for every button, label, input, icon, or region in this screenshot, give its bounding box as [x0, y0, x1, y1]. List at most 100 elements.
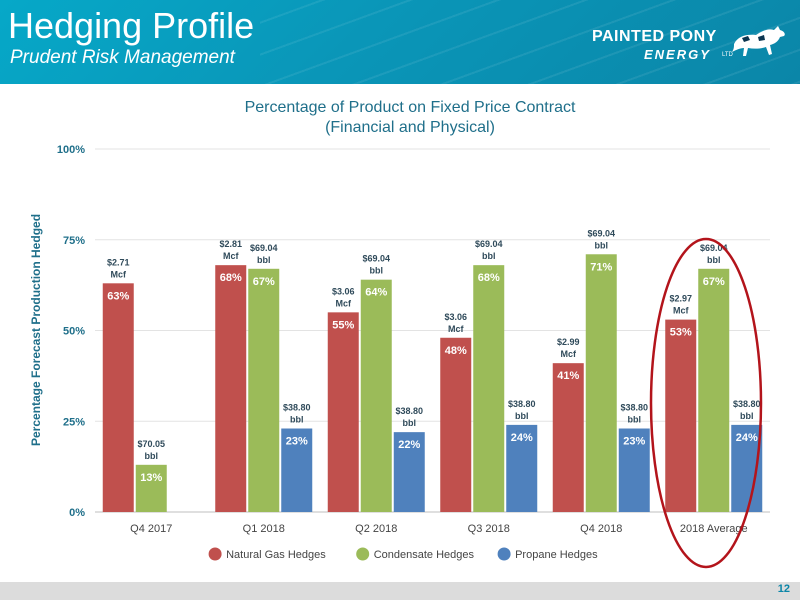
price-unit-label: bbl — [403, 418, 417, 428]
bar-value-label: 63% — [107, 290, 129, 302]
price-label: $38.80 — [508, 399, 536, 409]
legend: Natural Gas Hedges Condensate Hedges Propa… — [208, 547, 598, 561]
price-unit-label: Mcf — [673, 306, 690, 316]
x-axis-ticks: Q4 2017 Q1 2018 Q2 2018 Q3 2018 Q4 2018 2018 … — [130, 523, 747, 535]
bar-value-label: 55% — [332, 319, 354, 331]
price-label: $69.04 — [250, 243, 278, 253]
bar — [665, 319, 697, 512]
bar-value-label: 68% — [478, 272, 500, 284]
page-number: 12 — [777, 583, 790, 595]
bar — [248, 268, 280, 512]
price-unit-label: bbl — [257, 255, 271, 265]
price-label: $3.06 — [444, 312, 467, 322]
bar — [360, 279, 392, 512]
company-logo: PAINTED PONY ENERGY LTD — [592, 26, 792, 72]
price-unit-label: Mcf — [111, 269, 128, 279]
data-labels: 63% $2.71 Mcf 13% $70.05 bbl 68% $2.81 Mcf 67% $69… — [107, 228, 761, 484]
logo-text-suffix: LTD — [722, 52, 733, 58]
y-axis-ticks: 0% 25% 50% 75% 100% — [57, 144, 85, 519]
logo-text-line2: ENERGY — [644, 47, 711, 62]
bar — [102, 283, 134, 512]
chart-title: Percentage of Product on Fixed Price Con… — [245, 99, 576, 116]
x-tick-label: Q2 2018 — [355, 523, 397, 535]
bar-value-label: 22% — [398, 439, 420, 451]
hedging-chart: Percentage of Product on Fixed Price Con… — [29, 99, 770, 569]
bar-value-label: 24% — [736, 432, 758, 444]
price-unit-label: Mcf — [448, 324, 465, 334]
price-unit-label: bbl — [628, 415, 642, 425]
price-label: $2.97 — [669, 294, 692, 304]
price-label: $3.06 — [332, 286, 355, 296]
bars — [102, 254, 763, 512]
legend-marker — [208, 547, 222, 561]
bar — [552, 363, 584, 512]
bar-value-label: 24% — [511, 432, 533, 444]
bar — [393, 432, 425, 512]
price-label: $38.80 — [283, 403, 311, 413]
price-unit-label: bbl — [515, 411, 529, 421]
y-tick-label: 0% — [69, 507, 85, 519]
price-label: $69.04 — [587, 228, 615, 238]
bar — [135, 464, 167, 512]
highlight-oval — [649, 237, 763, 569]
bar-value-label: 64% — [365, 287, 387, 299]
x-tick-label: Q4 2018 — [580, 523, 622, 535]
price-label: $2.99 — [557, 337, 580, 347]
bar-value-label: 23% — [286, 436, 308, 448]
price-unit-label: bbl — [482, 251, 496, 261]
legend-label: Natural Gas Hedges — [226, 549, 326, 561]
bar-value-label: 67% — [253, 276, 275, 288]
price-unit-label: bbl — [595, 240, 609, 250]
bar-value-label: 48% — [445, 345, 467, 357]
price-label: $2.81 — [219, 239, 242, 249]
x-tick-label: Q4 2017 — [130, 523, 172, 535]
price-label: $69.04 — [362, 254, 390, 264]
price-label: $69.04 — [700, 243, 728, 253]
y-tick-label: 75% — [63, 235, 85, 247]
y-tick-label: 50% — [63, 326, 85, 338]
price-label: $2.71 — [107, 257, 130, 267]
price-label: $38.80 — [620, 403, 648, 413]
price-label: $69.04 — [475, 239, 503, 249]
price-unit-label: Mcf — [561, 349, 578, 359]
bar-value-label: 23% — [623, 436, 645, 448]
bar — [327, 312, 359, 512]
slide-header: Hedging Profile Prudent Risk Management … — [0, 0, 800, 84]
legend-label: Propane Hedges — [515, 549, 598, 561]
y-tick-label: 100% — [57, 144, 85, 156]
x-tick-label: Q1 2018 — [243, 523, 285, 535]
bar — [506, 424, 538, 512]
bar — [473, 265, 505, 512]
slide-footer — [0, 582, 800, 600]
bar-value-label: 53% — [670, 327, 692, 339]
bar — [618, 428, 650, 512]
bar — [440, 337, 472, 512]
x-tick-label: Q3 2018 — [468, 523, 510, 535]
y-tick-label: 25% — [63, 416, 85, 428]
bar-value-label: 41% — [557, 370, 579, 382]
legend-marker — [497, 547, 511, 561]
bar-value-label: 71% — [590, 261, 612, 273]
bar — [698, 268, 730, 512]
price-label: $38.80 — [395, 406, 423, 416]
bar — [215, 265, 247, 512]
slide-subtitle: Prudent Risk Management — [10, 47, 235, 68]
header-decoration — [260, 0, 800, 84]
bar — [585, 254, 617, 512]
legend-label: Condensate Hedges — [374, 549, 475, 561]
legend-marker — [356, 547, 370, 561]
price-unit-label: bbl — [370, 266, 384, 276]
bar-value-label: 13% — [140, 472, 162, 484]
price-unit-label: bbl — [290, 415, 304, 425]
price-unit-label: bbl — [740, 411, 754, 421]
price-unit-label: bbl — [145, 451, 159, 461]
x-tick-label: 2018 Average — [680, 523, 748, 535]
chart-subtitle: (Financial and Physical) — [325, 119, 495, 136]
bar-value-label: 67% — [703, 276, 725, 288]
bar-value-label: 68% — [220, 272, 242, 284]
slide-title: Hedging Profile — [8, 5, 255, 46]
horse-icon — [732, 26, 785, 56]
price-unit-label: Mcf — [223, 251, 240, 261]
price-label: $38.80 — [733, 399, 761, 409]
y-axis-label: Percentage Forecast Production Hedged — [29, 214, 43, 446]
